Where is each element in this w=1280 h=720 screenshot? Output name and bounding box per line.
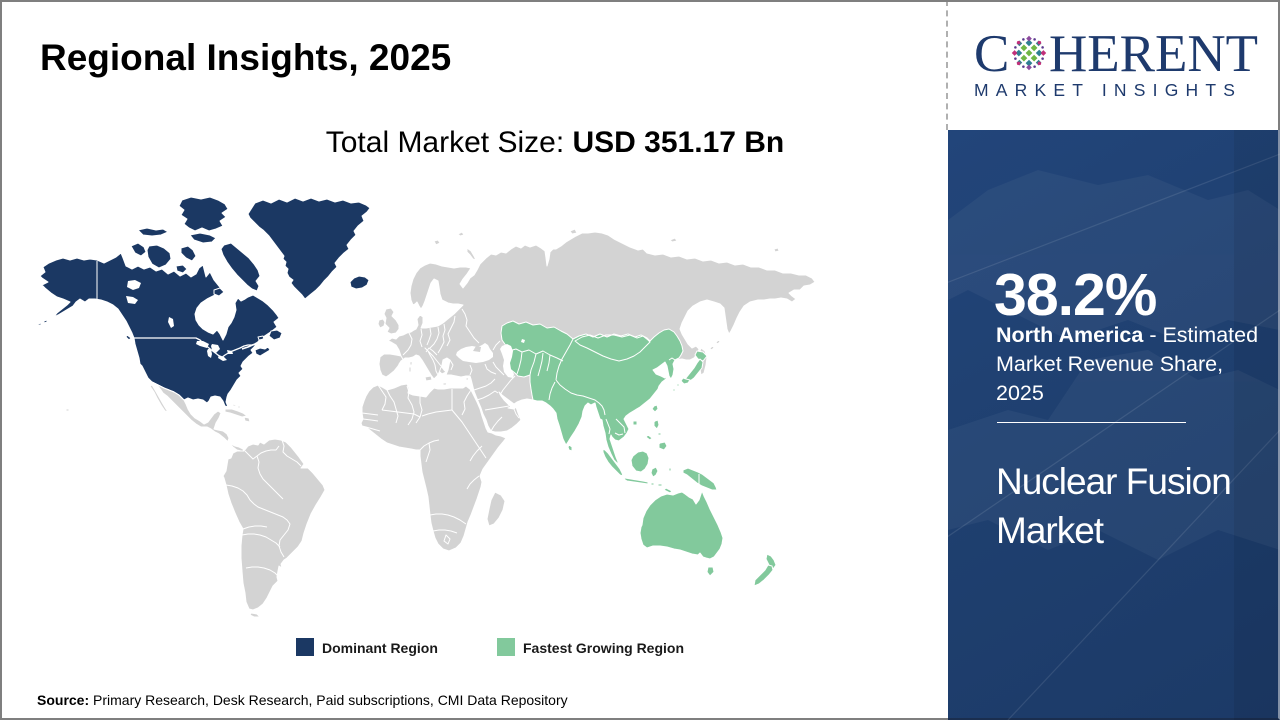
svg-text:MARKET INSIGHTS: MARKET INSIGHTS <box>974 80 1242 100</box>
svg-text:C: C <box>974 25 1009 83</box>
svg-text:HERENT: HERENT <box>1049 25 1258 83</box>
